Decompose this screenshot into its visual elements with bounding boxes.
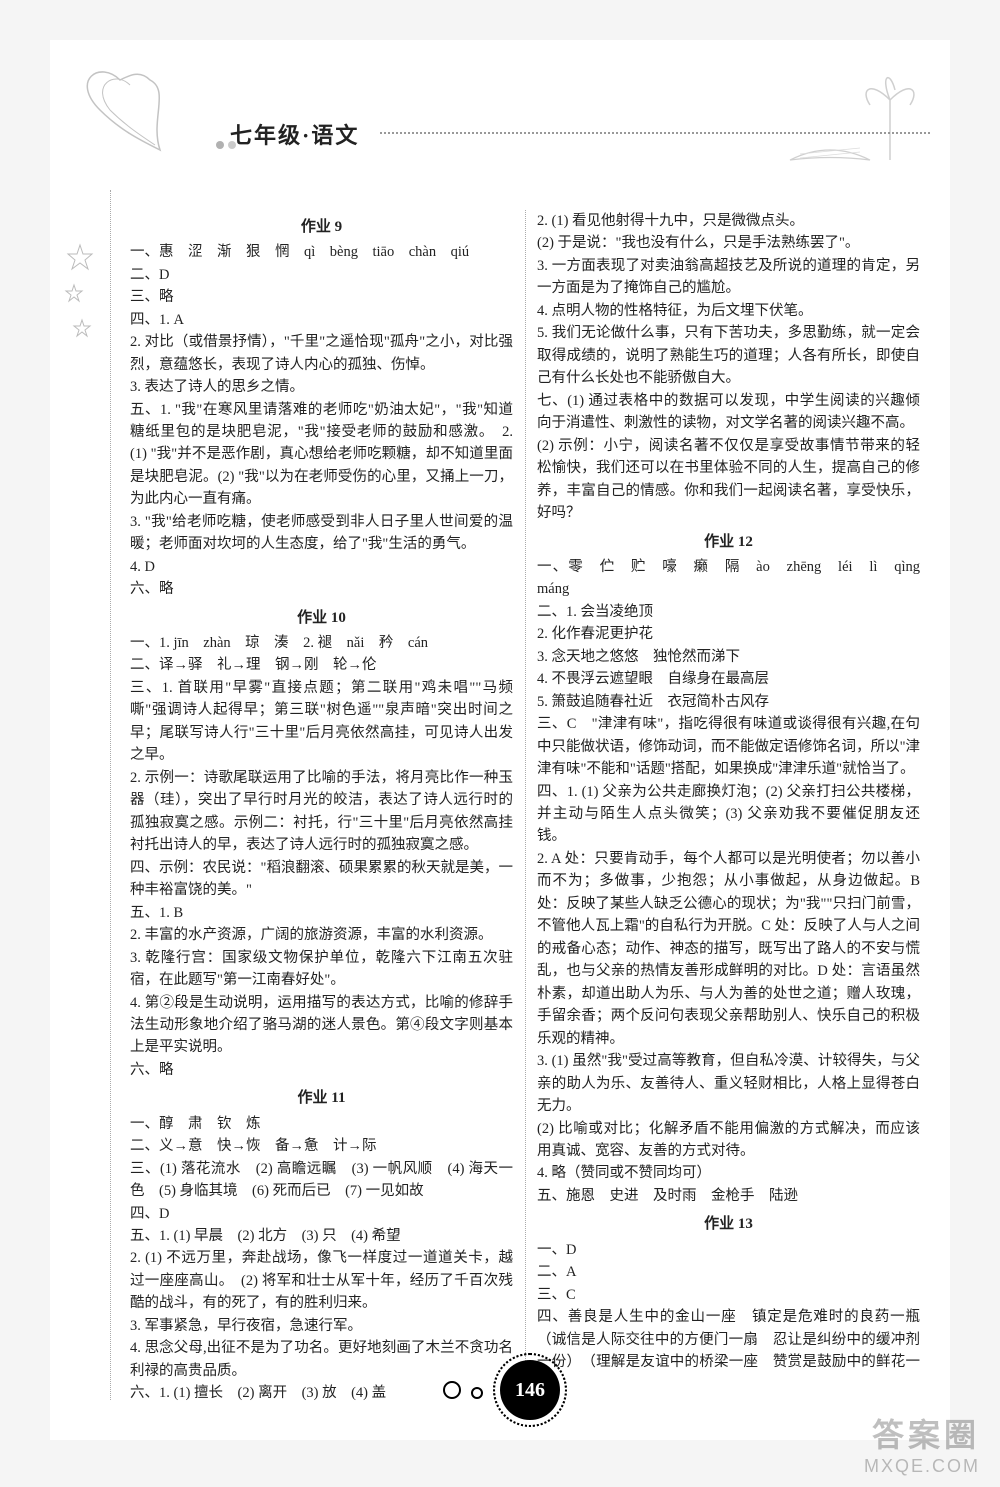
answer-line: 一、惠 涩 渐 狠 惘 qì bèng tiāo chàn qiú [130, 241, 513, 263]
answer-line: 2. 示例一：诗歌尾联运用了比喻的手法，将月亮比作一种玉器（珪），突出了早行时月… [130, 767, 513, 857]
answer-line: 二、1. 会当凌绝顶 [537, 601, 920, 623]
assignment-heading: 作业 13 [537, 1213, 920, 1236]
answer-line: 三、1. 首联用"早雾"直接点题；第二联用"鸡未唱""马频嘶"强调诗人起得早；第… [130, 677, 513, 767]
answer-line: 一、醇 肃 钦 炼 [130, 1113, 513, 1135]
answer-line: (2) 于是说："我也没有什么，只是手法熟练罢了"。 [537, 232, 920, 254]
answer-line: 3. 军事紧急，早行夜宿，急速行军。 [130, 1315, 513, 1337]
answer-line: 一、D [537, 1239, 920, 1261]
grade-subject-title: 七年级·语文 [230, 118, 359, 150]
answer-line: 七、(1) 通过表格中的数据可以发现，中学生阅读的兴趣倾向于消遣性、刺激性的读物… [537, 390, 920, 435]
answer-line: 五、1. B [130, 902, 513, 924]
answer-line: 3. 一方面表现了对卖油翁高超技艺及所说的道理的肯定，另一方面是为了掩饰自己的尴… [537, 255, 920, 300]
footer-circles-icon [440, 1381, 486, 1404]
answer-line: 一、1. jīn zhàn 琼 湊 2. 褪 nǎi 矜 cán [130, 632, 513, 654]
answer-line: 4. 不畏浮云遮望眼 自缘身在最高层 [537, 668, 920, 690]
answer-line: 四、1. A [130, 309, 513, 331]
answer-line: 六、略 [130, 578, 513, 600]
answer-line: 三、略 [130, 286, 513, 308]
page: 七年级·语文 作业 9一、惠 涩 渐 狠 惘 qì bèng tiāo chàn… [50, 40, 950, 1440]
answer-line: 3. 念天地之悠悠 独怆然而涕下 [537, 646, 920, 668]
palm-book-deco-icon [770, 60, 930, 180]
answer-line: 四、示例：农民说："稻浪翻滚、硕果累累的秋天就是美，一种丰裕富饶的美。" [130, 857, 513, 902]
answer-line: 三、C "津津有味"，指吃得很有味道或谈得很有兴趣,在句中只能做状语，修饰动词，… [537, 713, 920, 780]
page-header: 七年级·语文 [50, 40, 950, 190]
answer-line: 2. A 处：只要肯动手，每个人都可以是光明使者；勿以善小而不为；多做事，少抱怨… [537, 848, 920, 1050]
answer-line: 2. (1) 看见他射得十九中，只是微微点头。 [537, 210, 920, 232]
answer-line: 4. D [130, 556, 513, 578]
answer-line: 六、略 [130, 1059, 513, 1081]
answer-line: (2) 示例：小宁，阅读名著不仅仅是享受故事情节带来的轻松愉快，我们还可以在书里… [537, 435, 920, 525]
page-number-badge: 146 [500, 1360, 560, 1420]
assignment-heading: 作业 9 [130, 216, 513, 239]
answer-line: 四、1. (1) 父亲为公共走廊换灯泡；(2) 父亲打扫公共楼梯，并主动与陌生人… [537, 781, 920, 848]
answer-line: 二、A [537, 1261, 920, 1283]
answer-line: 5. 我们无论做什么事，只有下苦功夫，多思勤练，就一定会取得成绩的，说明了熟能生… [537, 322, 920, 389]
watermark-text: 答案圈 [864, 1410, 980, 1456]
answer-line: 五、施恩 史进 及时雨 金枪手 陆逊 [537, 1185, 920, 1207]
margin-dotline [110, 190, 111, 1400]
answer-line: 4. 第②段是生动说明，运用描写的表达方式，比喻的修辞手法生动形象地介绍了骆马湖… [130, 992, 513, 1059]
answer-line: 5. 箫鼓追随春社近 衣冠简朴古风存 [537, 691, 920, 713]
watermark-url: MXQE.COM [864, 1456, 980, 1477]
star-deco-icon [60, 240, 100, 368]
answer-line: 2. 对比（或借景抒情），"千里"之遥恰现"孤舟"之小，对比强烈，意蕴悠长，表现… [130, 331, 513, 376]
assignment-heading: 作业 11 [130, 1087, 513, 1110]
answer-line: 二、D [130, 264, 513, 286]
watermark: 答案圈 MXQE.COM [864, 1410, 980, 1477]
answer-line: 一、零 伫 贮 嚎 癞 隔 ào zhēng léi lì qìng máng [537, 556, 920, 601]
answer-line: 4. 点明人物的性格特征，为后文埋下伏笔。 [537, 300, 920, 322]
answer-line: 3. (1) 虽然"我"受过高等教育，但自私冷漠、计较得失，与父亲的助人为乐、友… [537, 1050, 920, 1117]
answer-line: 3. 表达了诗人的思乡之情。 [130, 376, 513, 398]
answer-line: 五、1. "我"在寒风里请落难的老师吃"奶油太妃"，"我"知道糖纸里包的是块肥皂… [130, 399, 513, 511]
assignment-heading: 作业 12 [537, 531, 920, 554]
answer-line: 4. 略（赞同或不赞同均可） [537, 1162, 920, 1184]
answer-line: 2. 丰富的水产资源，广阔的旅游资源，丰富的水利资源。 [130, 924, 513, 946]
answer-line: 2. 化作春泥更护花 [537, 623, 920, 645]
assignment-heading: 作业 10 [130, 607, 513, 630]
answer-line: (2) 比喻或对比；化解矛盾不能用偏激的方式解决，而应该用真诚、宽容、友善的方式… [537, 1118, 920, 1163]
heart-deco-icon [70, 50, 270, 170]
answer-line: 二、译→驿 礼→理 钢→刚 轮→伦 [130, 654, 513, 676]
answer-line: 五、1. (1) 早晨 (2) 北方 (3) 只 (4) 希望 [130, 1225, 513, 1247]
answer-line: 3. 乾隆行宫：国家级文物保护单位，乾隆六下江南五次驻宿，在此题写"第一江南春好… [130, 947, 513, 992]
answer-line: 二、义→意 快→恢 备→惫 计→际 [130, 1135, 513, 1157]
answer-line: 三、C [537, 1284, 920, 1306]
answer-line: 2. (1) 不远万里，奔赴战场，像飞一样度过一道道关卡，越过一座座高山。 (2… [130, 1247, 513, 1314]
answer-line: 四、D [130, 1203, 513, 1225]
answer-line: 三、(1) 落花流水 (2) 高瞻远瞩 (3) 一帆风顺 (4) 海天一色 (5… [130, 1158, 513, 1203]
page-footer: 146 [50, 1360, 950, 1420]
answer-line: 3. "我"给老师吃糖，使老师感受到非人日子里人世间爱的温暖；老师面对坎坷的人生… [130, 511, 513, 556]
answer-content: 作业 9一、惠 涩 渐 狠 惘 qì bèng tiāo chàn qiú二、D… [130, 210, 920, 1360]
